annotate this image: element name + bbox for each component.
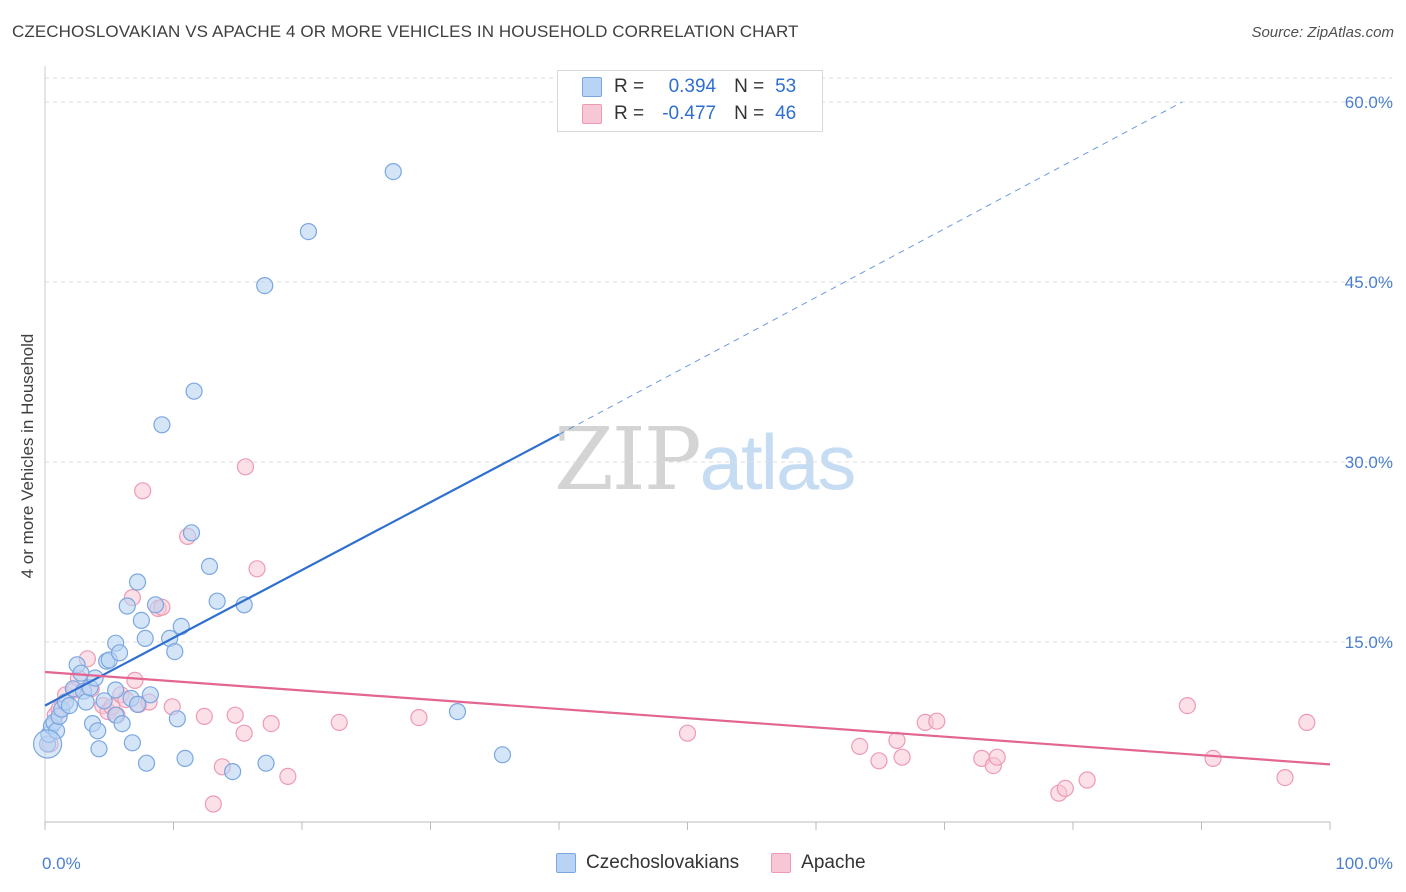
- czechoslovakian-point: [168, 710, 186, 728]
- apache-point: [851, 737, 869, 756]
- legend-row-czechoslovakians: R = 0.394 N = 53: [558, 73, 796, 101]
- apache-point: [195, 707, 213, 726]
- apache-point: [888, 731, 906, 750]
- chart-title: CZECHOSLOVAKIAN VS APACHE 4 OR MORE VEHI…: [12, 22, 799, 41]
- apache-point: [226, 706, 244, 724]
- y-tick-label: 60.0%: [1345, 93, 1393, 112]
- czechoslovakian-point: [299, 223, 318, 241]
- legend-n-value: 53: [775, 76, 797, 97]
- legend-r-value: 0.394: [668, 76, 717, 97]
- czechoslovakian-point: [90, 740, 108, 758]
- apache-point: [678, 724, 697, 742]
- czechoslovakian-point: [141, 686, 159, 704]
- apache-point: [1056, 779, 1074, 798]
- apache-point: [893, 748, 911, 766]
- czechoslovakian-point: [153, 416, 171, 434]
- series-swatch-blue: [556, 853, 576, 873]
- czechoslovakian-point: [200, 557, 219, 576]
- x-tick-label: 0.0%: [42, 854, 81, 873]
- source-credit: Source: ZipAtlas.com: [1251, 24, 1394, 41]
- czechoslovakian-point: [224, 762, 242, 781]
- czechoslovakian-point: [384, 163, 402, 181]
- series-legend-label: Apache: [801, 852, 866, 873]
- apache-point: [235, 724, 253, 742]
- legend-r-label: R =: [614, 103, 645, 124]
- czechoslovakian-trendline: [44, 433, 560, 707]
- apache-point: [1078, 771, 1096, 789]
- czechoslovakian-point: [448, 702, 467, 721]
- czechoslovakian-point: [208, 592, 226, 610]
- series-legend: Czechoslovakians Apache: [556, 852, 898, 874]
- czechoslovakian-point: [60, 696, 79, 715]
- series-legend-item-apache[interactable]: Apache: [771, 852, 866, 874]
- apache-point: [988, 748, 1006, 766]
- legend-n-label: N =: [734, 103, 765, 124]
- apache-point: [262, 714, 280, 733]
- y-tick-label: 15.0%: [1345, 633, 1393, 652]
- czechoslovakian-point: [128, 573, 147, 591]
- apache-point: [928, 712, 946, 730]
- apache-point: [236, 458, 255, 476]
- legend-r-value: -0.477: [662, 103, 717, 124]
- apache-point: [1298, 713, 1316, 732]
- apache-point: [1178, 696, 1196, 715]
- series-swatch-pink: [771, 853, 792, 873]
- czechoslovakian-point: [137, 754, 156, 772]
- apache-point: [279, 767, 297, 786]
- legend-n-value: 46: [775, 103, 797, 124]
- apache-point: [126, 671, 144, 690]
- czechoslovakian-cluster-point: [32, 729, 63, 759]
- czechoslovakian-point: [95, 692, 113, 710]
- czechoslovakian-point: [146, 596, 165, 614]
- legend-swatch-pink: [582, 104, 602, 124]
- czechoslovakian-point: [235, 596, 253, 614]
- y-tick-label: 30.0%: [1345, 453, 1393, 472]
- czechoslovakian-point: [118, 597, 136, 615]
- czechoslovakian-point: [176, 749, 194, 768]
- czechoslovakian-point: [107, 681, 125, 699]
- apache-point: [1276, 768, 1294, 787]
- czechoslovakian-point: [185, 382, 203, 400]
- apache-point: [134, 482, 152, 500]
- apache-point: [870, 752, 888, 770]
- apache-trendline: [44, 670, 1331, 766]
- czechoslovakian-trendline-extension: [558, 101, 1183, 435]
- czechoslovakian-point: [110, 644, 129, 662]
- czechoslovakian-point: [89, 722, 107, 740]
- x-tick-label: 100.0%: [1335, 854, 1393, 873]
- series-legend-item-czechoslovakians[interactable]: Czechoslovakians: [556, 852, 739, 874]
- apache-point: [248, 560, 266, 578]
- czechoslovakian-point: [113, 714, 131, 733]
- apache-point: [204, 795, 222, 813]
- legend-n-label: N =: [734, 76, 765, 97]
- czechoslovakian-point: [132, 611, 150, 630]
- legend-row-apache: R = -0.477 N = 46: [558, 100, 796, 128]
- y-tick-label: 45.0%: [1345, 273, 1393, 292]
- legend-r-label: R =: [614, 76, 645, 97]
- correlation-legend: R = 0.394 N = 53 R = -0.477 N = 46: [557, 70, 823, 132]
- czechoslovakian-point: [123, 734, 141, 752]
- czechoslovakian-point: [77, 693, 95, 711]
- czechoslovakian-point: [136, 629, 154, 648]
- czechoslovakian-point: [128, 695, 147, 714]
- legend-swatch-blue: [582, 77, 602, 97]
- czechoslovakian-point: [493, 746, 512, 764]
- czechoslovakian-point: [182, 524, 201, 542]
- czechoslovakian-point: [257, 754, 275, 772]
- czechoslovakian-point: [166, 642, 184, 661]
- czechoslovakian-point: [256, 277, 274, 295]
- watermark-zip: ZIP: [554, 410, 702, 510]
- apache-point: [330, 713, 348, 732]
- apache-point: [410, 708, 428, 727]
- series-legend-label: Czechoslovakians: [586, 852, 740, 873]
- apache-point: [1204, 749, 1222, 768]
